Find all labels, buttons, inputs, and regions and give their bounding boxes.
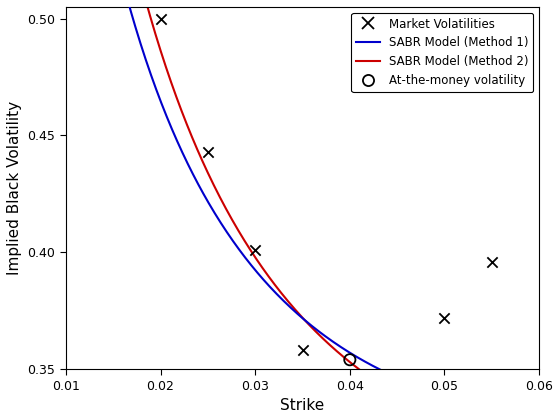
Point xyxy=(251,247,260,253)
Point xyxy=(346,357,354,363)
Y-axis label: Implied Black Volatility: Implied Black Volatility xyxy=(7,101,22,275)
Point xyxy=(487,258,496,265)
Point xyxy=(440,314,449,321)
Legend: Market Volatilities, SABR Model (Method 1), SABR Model (Method 2), At-the-money : Market Volatilities, SABR Model (Method … xyxy=(351,13,533,92)
Point xyxy=(156,15,165,22)
X-axis label: Strike: Strike xyxy=(281,398,325,413)
Point xyxy=(298,347,307,354)
Point xyxy=(203,148,212,155)
